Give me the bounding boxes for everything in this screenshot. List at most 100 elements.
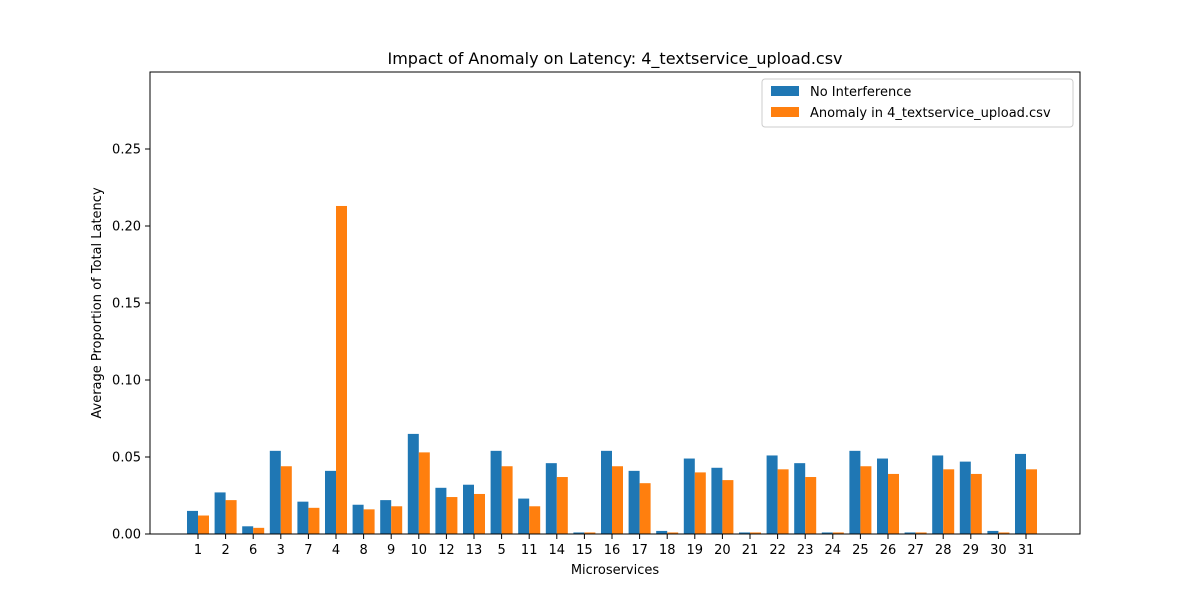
y-tick-label: 0.25 xyxy=(112,143,141,158)
bar-no-interference-21 xyxy=(739,532,750,534)
x-tick-label: 29 xyxy=(963,543,980,558)
bar-no-interference-23 xyxy=(794,463,806,534)
x-tick-label: 16 xyxy=(604,543,621,558)
bar-anomaly-19 xyxy=(694,472,706,534)
x-tick-label: 27 xyxy=(907,543,924,558)
x-tick-label: 9 xyxy=(387,543,395,558)
bar-anomaly-2 xyxy=(225,500,237,534)
bar-no-interference-18 xyxy=(656,530,668,534)
bar-anomaly-28 xyxy=(943,469,955,534)
bar-anomaly-15 xyxy=(584,532,596,534)
x-tick-label: 30 xyxy=(990,543,1007,558)
bar-no-interference-20 xyxy=(711,467,723,534)
x-axis: 1 2 6 3 7 4 8 9 10 12 13 5 11 14 15 16 17 18 19 20 21 22 23 24 2… xyxy=(194,534,1034,558)
x-tick-label: 8 xyxy=(359,543,367,558)
bar-no-interference-30 xyxy=(987,530,999,534)
bar-no-interference-22 xyxy=(766,455,778,534)
y-axis: 0.00 0.05 0.10 0.15 0.20 0.25 xyxy=(112,143,150,543)
bar-no-interference-2 xyxy=(214,492,226,534)
bar-anomaly-4 xyxy=(336,205,347,535)
bar-anomaly-31 xyxy=(1026,469,1037,534)
x-tick-label: 17 xyxy=(631,543,648,558)
bar-no-interference-16 xyxy=(601,450,612,534)
bar-no-interference-3 xyxy=(269,450,281,534)
bar-no-interference-6 xyxy=(242,526,254,534)
bar-no-interference-27 xyxy=(904,532,916,534)
x-tick-label: 5 xyxy=(497,543,505,558)
x-axis-label: Microservices xyxy=(571,563,660,578)
bar-no-interference-12 xyxy=(435,487,447,534)
y-tick-label: 0.00 xyxy=(112,528,141,543)
bar-anomaly-12 xyxy=(446,497,458,534)
bar-anomaly-26 xyxy=(888,473,899,534)
bar-anomaly-16 xyxy=(612,466,623,534)
bars-layer xyxy=(187,205,1037,535)
bar-anomaly-17 xyxy=(639,483,651,534)
bar-anomaly-30 xyxy=(998,532,1010,534)
x-tick-label: 22 xyxy=(769,543,786,558)
y-tick-label: 0.05 xyxy=(112,451,141,466)
bar-no-interference-5 xyxy=(490,450,502,534)
bar-no-interference-9 xyxy=(380,500,392,534)
bar-anomaly-27 xyxy=(915,532,927,534)
x-tick-label: 24 xyxy=(825,543,842,558)
x-tick-label: 1 xyxy=(194,543,202,558)
bar-no-interference-15 xyxy=(573,532,585,534)
bar-no-interference-13 xyxy=(463,484,474,534)
x-tick-label: 6 xyxy=(249,543,257,558)
bar-anomaly-21 xyxy=(750,532,761,534)
bar-anomaly-22 xyxy=(777,469,789,534)
x-tick-label: 25 xyxy=(852,543,869,558)
bar-anomaly-29 xyxy=(970,473,982,534)
bar-anomaly-23 xyxy=(805,477,817,534)
bar-anomaly-13 xyxy=(474,493,485,534)
bar-no-interference-28 xyxy=(932,455,944,534)
x-tick-label: 14 xyxy=(549,543,566,558)
bar-no-interference-11 xyxy=(518,498,530,534)
legend: No Interference Anomaly in 4_textservice… xyxy=(761,78,1074,128)
bar-no-interference-29 xyxy=(959,461,971,534)
bar-anomaly-5 xyxy=(501,466,513,534)
legend-swatch-anomaly xyxy=(771,107,799,117)
bar-anomaly-20 xyxy=(722,480,734,534)
bar-anomaly-10 xyxy=(418,452,430,534)
bar-anomaly-3 xyxy=(280,466,292,534)
x-tick-label: 26 xyxy=(880,543,897,558)
bar-no-interference-25 xyxy=(849,450,861,534)
x-tick-label: 7 xyxy=(304,543,312,558)
x-tick-label: 13 xyxy=(466,543,483,558)
x-tick-label: 31 xyxy=(1018,543,1035,558)
bar-no-interference-26 xyxy=(877,458,888,534)
x-tick-label: 2 xyxy=(221,543,229,558)
bar-anomaly-24 xyxy=(832,532,844,534)
legend-swatch-no-interference xyxy=(771,86,799,96)
legend-label-anomaly: Anomaly in 4_textservice_upload.csv xyxy=(810,106,1051,121)
x-tick-label: 28 xyxy=(935,543,952,558)
bar-anomaly-18 xyxy=(667,532,679,534)
bar-no-interference-8 xyxy=(352,504,364,534)
x-tick-label: 21 xyxy=(742,543,759,558)
bar-no-interference-19 xyxy=(683,458,695,534)
bar-anomaly-9 xyxy=(391,506,403,534)
x-tick-label: 18 xyxy=(659,543,676,558)
bar-anomaly-25 xyxy=(860,466,872,534)
x-tick-label: 11 xyxy=(521,543,538,558)
x-tick-label: 3 xyxy=(277,543,285,558)
bar-anomaly-14 xyxy=(556,477,568,534)
bar-anomaly-11 xyxy=(529,506,541,534)
bar-no-interference-4 xyxy=(325,470,336,534)
y-tick-label: 0.15 xyxy=(112,297,141,312)
x-tick-label: 23 xyxy=(797,543,814,558)
bar-no-interference-7 xyxy=(297,501,309,534)
x-tick-label: 12 xyxy=(438,543,455,558)
y-tick-label: 0.10 xyxy=(112,374,141,389)
bar-no-interference-14 xyxy=(545,463,557,534)
x-tick-label: 19 xyxy=(687,543,704,558)
bar-anomaly-8 xyxy=(363,509,375,534)
legend-label-no-interference: No Interference xyxy=(810,85,911,100)
x-tick-label: 4 xyxy=(332,543,340,558)
bar-no-interference-10 xyxy=(407,433,419,534)
bar-anomaly-6 xyxy=(253,527,265,534)
